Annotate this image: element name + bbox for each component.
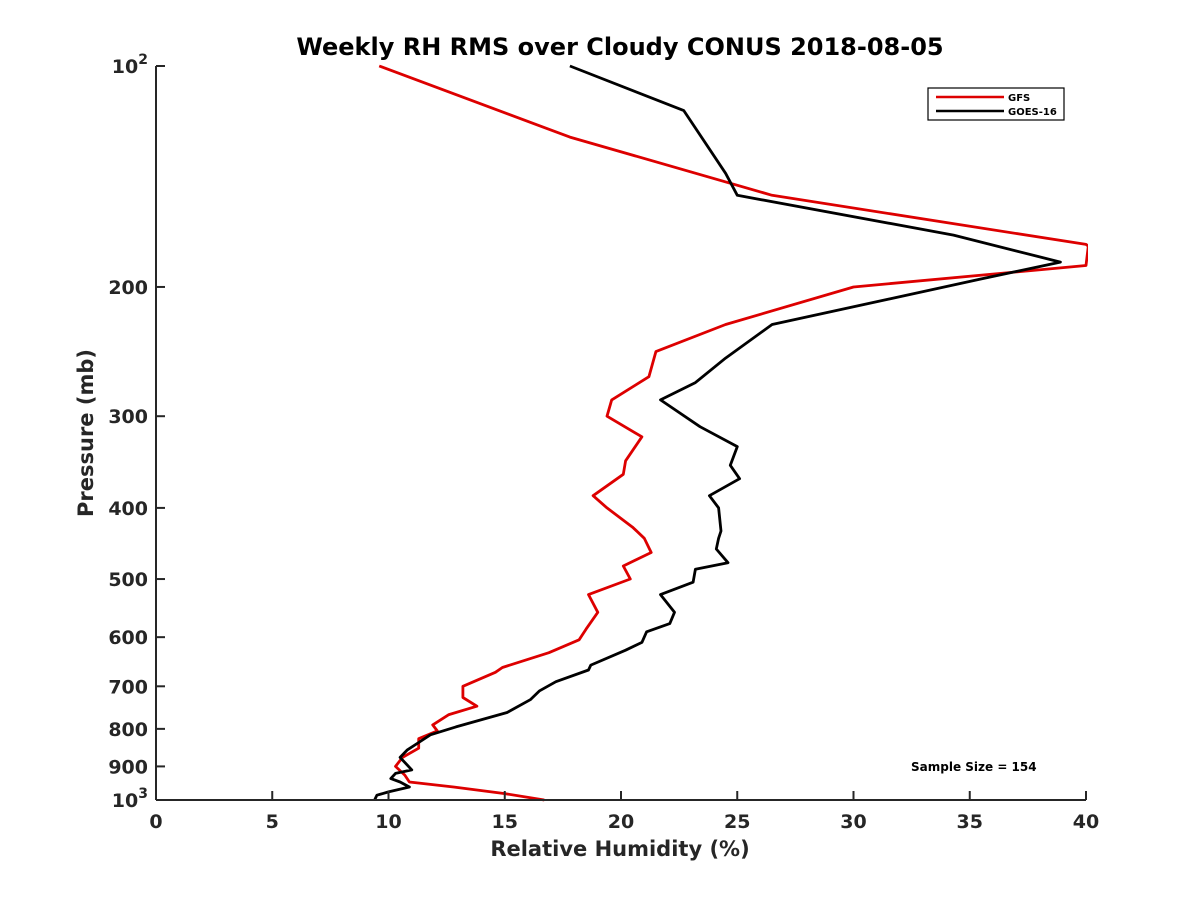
sample-size-annotation: Sample Size = 154 <box>911 760 1037 774</box>
x-tick-label: 40 <box>1073 811 1099 833</box>
legend-box <box>927 87 1065 121</box>
x-axis-ticks: 0 5 10 15 20 25 30 35 40 <box>149 791 1099 833</box>
x-tick-label: 0 <box>149 811 162 833</box>
y-tick-label: 400 <box>108 498 148 520</box>
x-tick-label: 35 <box>957 811 983 833</box>
plot-area: 0 5 10 15 20 25 30 35 40 102 200 300 400 500 600 700 80… <box>108 52 1099 833</box>
chart-title: Weekly RH RMS over Cloudy CONUS 2018-08-… <box>296 33 943 61</box>
y-tick-label: 600 <box>108 627 148 649</box>
x-tick-label: 10 <box>375 811 401 833</box>
legend-label-gfs: GFS <box>1008 93 1030 104</box>
y-tick-label: 200 <box>108 277 148 299</box>
x-tick-label: 20 <box>608 811 634 833</box>
x-tick-label: 15 <box>492 811 518 833</box>
legend: GFS GOES-16 <box>927 87 1065 121</box>
y-tick-label: 900 <box>108 756 148 778</box>
y-tick-label: 102 <box>112 52 148 78</box>
y-tick-label: 300 <box>108 406 148 428</box>
legend-label-goes-16: GOES-16 <box>1008 107 1057 118</box>
y-tick-label: 700 <box>108 676 148 698</box>
y-tick-label: 800 <box>108 719 148 741</box>
x-tick-label: 5 <box>266 811 279 833</box>
series-layer <box>373 64 1088 802</box>
series-line-goes-16 <box>373 64 1062 801</box>
x-axis-label: Relative Humidity (%) <box>490 837 749 861</box>
y-axis-ticks: 102 200 300 400 500 600 700 800 900 103 <box>108 52 165 812</box>
y-tick-label: 103 <box>112 786 148 812</box>
x-tick-label: 30 <box>840 811 866 833</box>
x-tick-label: 25 <box>724 811 750 833</box>
series-line-gfs <box>378 64 1088 802</box>
y-axis-label: Pressure (mb) <box>74 349 98 517</box>
y-tick-label: 500 <box>108 569 148 591</box>
